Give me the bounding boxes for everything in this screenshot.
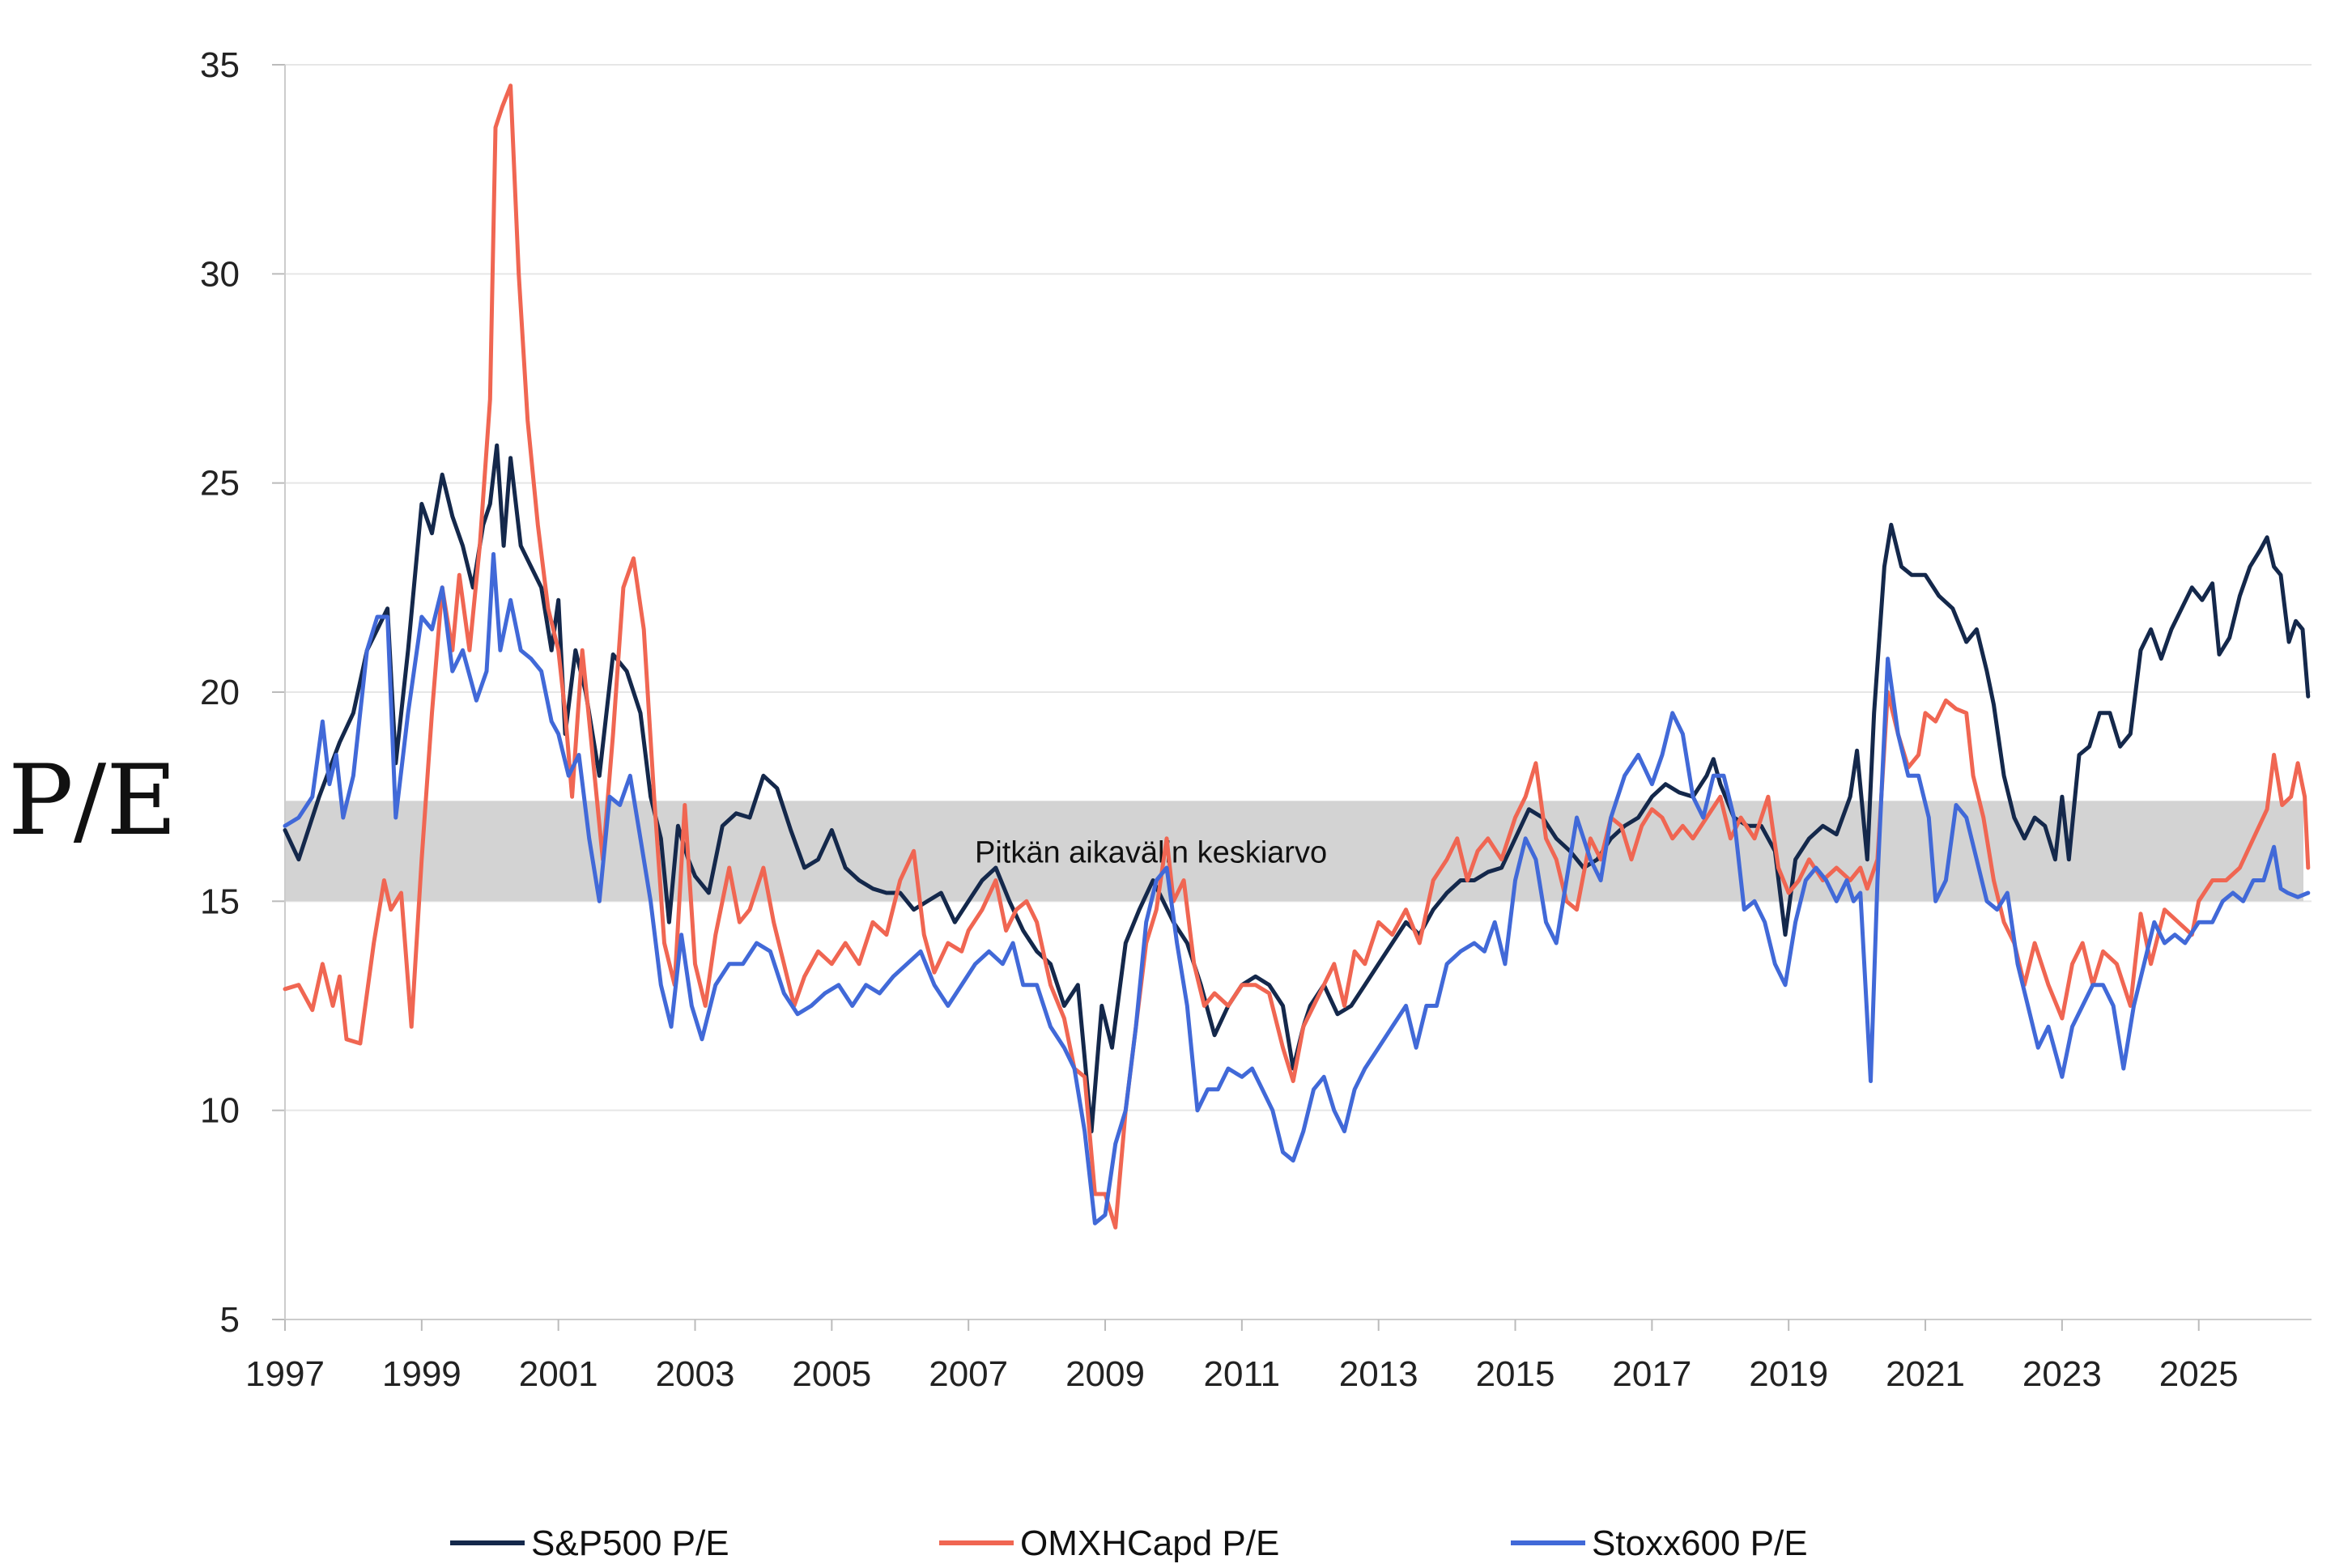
y-tick-labels: 5 10 15 20 25 30 35 [200,45,240,1340]
x-tick-label: 2023 [2022,1354,2102,1394]
x-tick-label: 1999 [382,1354,461,1394]
horizontal-gridlines [285,64,2312,1320]
x-tick-label: 2017 [1612,1354,1691,1394]
legend-label: OMXHCapd P/E [1020,1523,1279,1563]
legend-label: Stoxx600 P/E [1592,1523,1808,1563]
x-tick-label: 2013 [1339,1354,1418,1394]
x-tick-label: 2005 [792,1354,871,1394]
legend-item-1: S&P500 P/E [450,1523,729,1563]
axes [272,64,2312,1331]
x-tick-label: 2025 [2159,1354,2239,1394]
legend-label: S&P500 P/E [531,1523,729,1563]
x-tick-label: 2009 [1065,1354,1145,1394]
average-band-label: Pitkän aikavälin keskiarvo [975,835,1327,869]
y-tick-label: 10 [200,1091,240,1131]
x-tick-label: 1997 [245,1354,325,1394]
x-tick-label: 2001 [519,1354,598,1394]
y-tick-label: 25 [200,464,240,504]
series-lines [283,83,2311,1230]
series-line-3 [283,552,2311,1226]
y-tick-label: 20 [200,673,240,712]
x-tick-label: 2003 [656,1354,735,1394]
legend: S&P500 P/E OMXHCapd P/E Stoxx600 P/E [450,1523,1808,1563]
y-tick-label: 30 [200,254,240,294]
x-tick-label: 2011 [1204,1354,1281,1394]
y-axis-label: P/E [8,745,177,857]
y-tick-label: 5 [220,1300,240,1340]
y-tick-label: 15 [200,882,240,921]
x-tick-labels: 1997 1999 2001 2003 2005 2007 2009 2011 2013 2015… [245,1354,2239,1394]
legend-item-3: Stoxx600 P/E [1511,1523,1808,1563]
x-tick-label: 2007 [929,1354,1008,1394]
x-tick-label: 2015 [1476,1354,1555,1394]
x-tick-label: 2021 [1886,1354,1965,1394]
y-tick-label: 35 [200,45,240,85]
x-tick-label: 2019 [1749,1354,1828,1394]
legend-item-2: OMXHCapd P/E [939,1523,1279,1563]
series-line-2 [283,83,2311,1230]
series-line-1 [283,443,2311,1133]
